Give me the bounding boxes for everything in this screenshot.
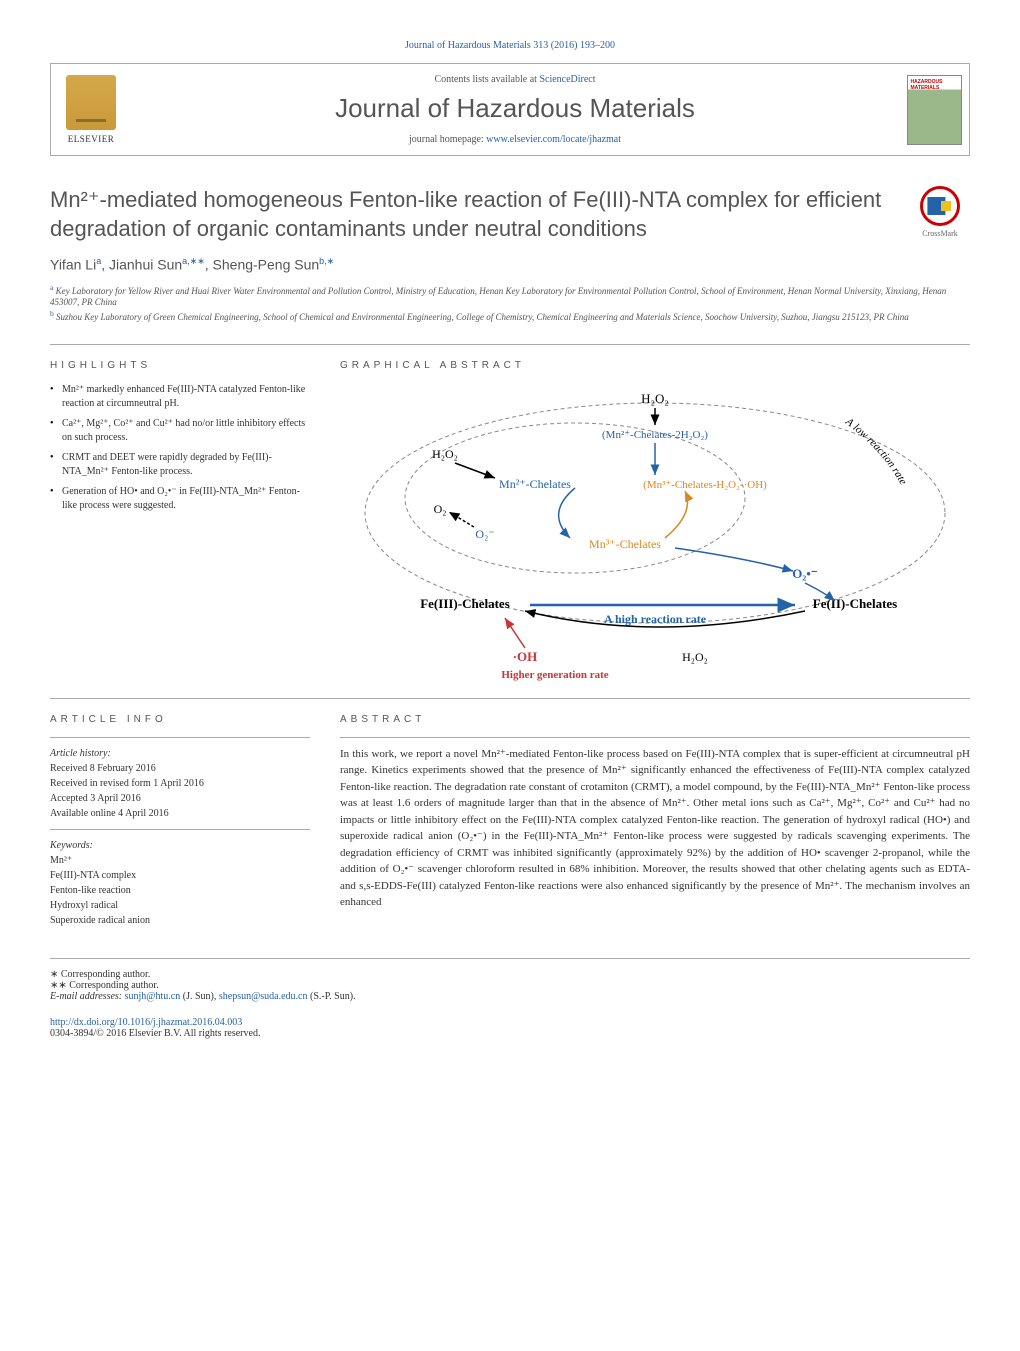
crossmark-badge[interactable]: CrossMark — [910, 186, 970, 246]
ga-low-rate: A low reaction rate — [842, 415, 909, 487]
ga-arrow — [675, 548, 793, 571]
graphical-heading: GRAPHICAL ABSTRACT — [340, 360, 970, 371]
highlight-item: Mn²⁺ markedly enhanced Fe(III)-NTA catal… — [50, 383, 310, 411]
ga-h2o2-left: H₂O₂ — [432, 447, 458, 461]
highlight-item: Generation of HO• and O₂•⁻ in Fe(III)-NT… — [50, 485, 310, 513]
keyword-item: Mn²⁺ — [50, 853, 310, 868]
title-row: Mn²⁺-mediated homogeneous Fenton-like re… — [50, 186, 970, 246]
history-label: Article history: — [50, 746, 310, 761]
divider — [50, 698, 970, 699]
article-history: Article history: Received 8 February 201… — [50, 746, 310, 821]
highlights-heading: HIGHLIGHTS — [50, 360, 310, 371]
ga-o2: O₂ — [434, 502, 447, 516]
highlight-item: Ca²⁺, Mg²⁺, Co²⁺ and Cu²⁺ had no/or litt… — [50, 417, 310, 445]
abstract-text: In this work, we report a novel Mn²⁺-med… — [340, 746, 970, 911]
doi-line: http://dx.doi.org/10.1016/j.jhazmat.2016… — [50, 1017, 970, 1028]
history-line: Accepted 3 April 2016 — [50, 791, 310, 806]
ga-arrow — [505, 618, 525, 648]
ga-arrow — [559, 488, 575, 538]
history-line: Received in revised form 1 April 2016 — [50, 776, 310, 791]
authors: Yifan Lia, Jianhui Suna,∗∗, Sheng-Peng S… — [50, 256, 970, 273]
keywords-block: Keywords: Mn²⁺Fe(III)-NTA complexFenton-… — [50, 838, 310, 928]
contents-line: Contents lists available at ScienceDirec… — [141, 74, 889, 85]
ga-h2o2-top: H₂O₂ — [641, 391, 669, 406]
ga-fe2-chel: Fe(II)-Chelates — [813, 596, 897, 611]
abstract-column: ABSTRACT In this work, we report a novel… — [340, 714, 970, 928]
journal-name: Journal of Hazardous Materials — [141, 93, 889, 124]
history-line: Received 8 February 2016 — [50, 761, 310, 776]
email-name-1: (J. Sun), — [180, 991, 219, 1002]
highlights-graphical-row: HIGHLIGHTS Mn²⁺ markedly enhanced Fe(III… — [50, 360, 970, 683]
crossmark-label: CrossMark — [922, 229, 958, 238]
article-title: Mn²⁺-mediated homogeneous Fenton-like re… — [50, 186, 890, 243]
affiliations: a Key Laboratory for Yellow River and Hu… — [50, 283, 970, 324]
article-info-heading: ARTICLE INFO — [50, 714, 310, 725]
keywords-label: Keywords: — [50, 838, 310, 853]
info-abstract-row: ARTICLE INFO Article history: Received 8… — [50, 714, 970, 928]
elsevier-label: ELSEVIER — [68, 134, 115, 144]
graphical-abstract-svg: H₂O₂ (Mn²⁺-Chelates-2H₂O₂) H₂O₂ Mn²⁺-Che… — [340, 383, 970, 683]
hazmat-cover-icon — [907, 75, 962, 145]
highlights-column: HIGHLIGHTS Mn²⁺ markedly enhanced Fe(III… — [50, 360, 310, 683]
ga-fe3-chel: Fe(III)-Chelates — [420, 596, 510, 611]
ga-h2o2-bottom: H₂O₂ — [682, 650, 708, 664]
top-citation[interactable]: Journal of Hazardous Materials 313 (2016… — [50, 40, 970, 51]
email-label: E-mail addresses: — [50, 991, 125, 1002]
ga-mn2-2h2o2: (Mn²⁺-Chelates-2H₂O₂) — [602, 429, 708, 441]
ga-higher-gen: Higher generation rate — [501, 669, 608, 681]
graphical-column: GRAPHICAL ABSTRACT H₂O₂ (Mn²⁺-Chelates-2… — [340, 360, 970, 683]
highlight-item: CRMT and DEET were rapidly degraded by F… — [50, 451, 310, 479]
homepage-link[interactable]: www.elsevier.com/locate/jhazmat — [486, 134, 621, 145]
homepage-prefix: journal homepage: — [409, 134, 486, 145]
graphical-abstract: H₂O₂ (Mn²⁺-Chelates-2H₂O₂) H₂O₂ Mn²⁺-Che… — [340, 383, 970, 683]
email-line: E-mail addresses: sunjh@htu.cn (J. Sun),… — [50, 991, 970, 1002]
article-info-column: ARTICLE INFO Article history: Received 8… — [50, 714, 310, 928]
ga-mn2-chel: Mn²⁺-Chelates — [499, 477, 571, 491]
divider — [50, 737, 310, 738]
ga-mn3-chel: Mn³⁺-Chelates — [589, 537, 661, 551]
ga-o2minus-left: O₂⁻ — [475, 527, 494, 541]
highlights-list: Mn²⁺ markedly enhanced Fe(III)-NTA catal… — [50, 383, 310, 513]
contents-prefix: Contents lists available at — [434, 74, 539, 85]
keyword-item: Fe(III)-NTA complex — [50, 868, 310, 883]
email-link-2[interactable]: shepsun@suda.edu.cn — [219, 991, 308, 1002]
ga-high-rate: A high reaction rate — [604, 612, 707, 626]
homepage-line: journal homepage: www.elsevier.com/locat… — [141, 134, 889, 145]
divider — [340, 737, 970, 738]
divider — [50, 344, 970, 345]
keyword-item: Superoxide radical anion — [50, 913, 310, 928]
abstract-heading: ABSTRACT — [340, 714, 970, 725]
ga-o2minus-right: O₂•⁻ — [792, 566, 818, 581]
ga-mn3-h2o2-oh: (Mn³⁺-Chelates-H₂O₂-·OH) — [643, 479, 767, 491]
copyright: 0304-3894/© 2016 Elsevier B.V. All right… — [50, 1028, 970, 1039]
divider — [50, 829, 310, 830]
journal-cover[interactable] — [899, 65, 969, 155]
email-link-1[interactable]: sunjh@htu.cn — [125, 991, 181, 1002]
elsevier-logo[interactable]: ELSEVIER — [51, 65, 131, 155]
keyword-item: Hydroxyl radical — [50, 898, 310, 913]
ga-arrow — [665, 491, 688, 538]
footer-notes: ∗ Corresponding author. ∗∗ Corresponding… — [50, 958, 970, 1002]
doi-link[interactable]: http://dx.doi.org/10.1016/j.jhazmat.2016… — [50, 1017, 242, 1028]
header-center: Contents lists available at ScienceDirec… — [131, 64, 899, 155]
keyword-item: Fenton-like reaction — [50, 883, 310, 898]
ga-oh-rad: ·OH — [513, 649, 538, 664]
elsevier-tree-icon — [66, 75, 116, 130]
corresponding-1: ∗ Corresponding author. — [50, 969, 970, 980]
ga-arrow — [455, 463, 495, 478]
email-name-2: (S.-P. Sun). — [308, 991, 356, 1002]
crossmark-icon — [920, 186, 960, 226]
ga-arrow — [449, 512, 474, 527]
journal-header: ELSEVIER Contents lists available at Sci… — [50, 63, 970, 156]
corresponding-2: ∗∗ Corresponding author. — [50, 980, 970, 991]
sciencedirect-link[interactable]: ScienceDirect — [539, 74, 595, 85]
history-line: Available online 4 April 2016 — [50, 806, 310, 821]
